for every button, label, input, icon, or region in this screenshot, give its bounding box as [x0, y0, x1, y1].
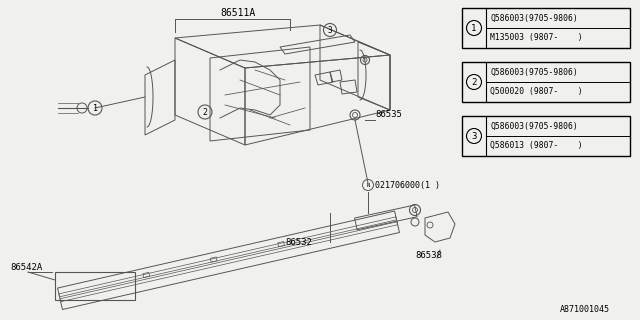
- Text: 86538: 86538: [415, 251, 442, 260]
- Text: 3: 3: [328, 26, 332, 35]
- Text: Q586013 (9807-    ): Q586013 (9807- ): [490, 141, 582, 150]
- Text: 86511A: 86511A: [220, 8, 255, 18]
- Text: 3: 3: [471, 132, 477, 140]
- Text: A871001045: A871001045: [560, 305, 610, 314]
- Text: 86535: 86535: [375, 110, 402, 119]
- Bar: [462, 62, 630, 102]
- Text: Q500020 (9807-    ): Q500020 (9807- ): [490, 87, 582, 96]
- Text: N: N: [366, 182, 370, 188]
- Text: Q586003(9705-9806): Q586003(9705-9806): [490, 14, 578, 23]
- Bar: [462, 116, 630, 156]
- Text: 86532: 86532: [285, 238, 312, 247]
- Text: 86542A: 86542A: [10, 263, 42, 272]
- Text: 2: 2: [471, 77, 477, 86]
- Text: Q586003(9705-9806): Q586003(9705-9806): [490, 68, 578, 77]
- Text: 2: 2: [202, 108, 207, 116]
- Bar: [55, 272, 135, 300]
- Text: 1: 1: [471, 23, 477, 33]
- Text: Q586003(9705-9806): Q586003(9705-9806): [490, 122, 578, 131]
- Text: 021706000(1 ): 021706000(1 ): [375, 180, 440, 189]
- Bar: [462, 8, 630, 48]
- Text: 1: 1: [93, 103, 97, 113]
- Text: M135003 (9807-    ): M135003 (9807- ): [490, 33, 582, 42]
